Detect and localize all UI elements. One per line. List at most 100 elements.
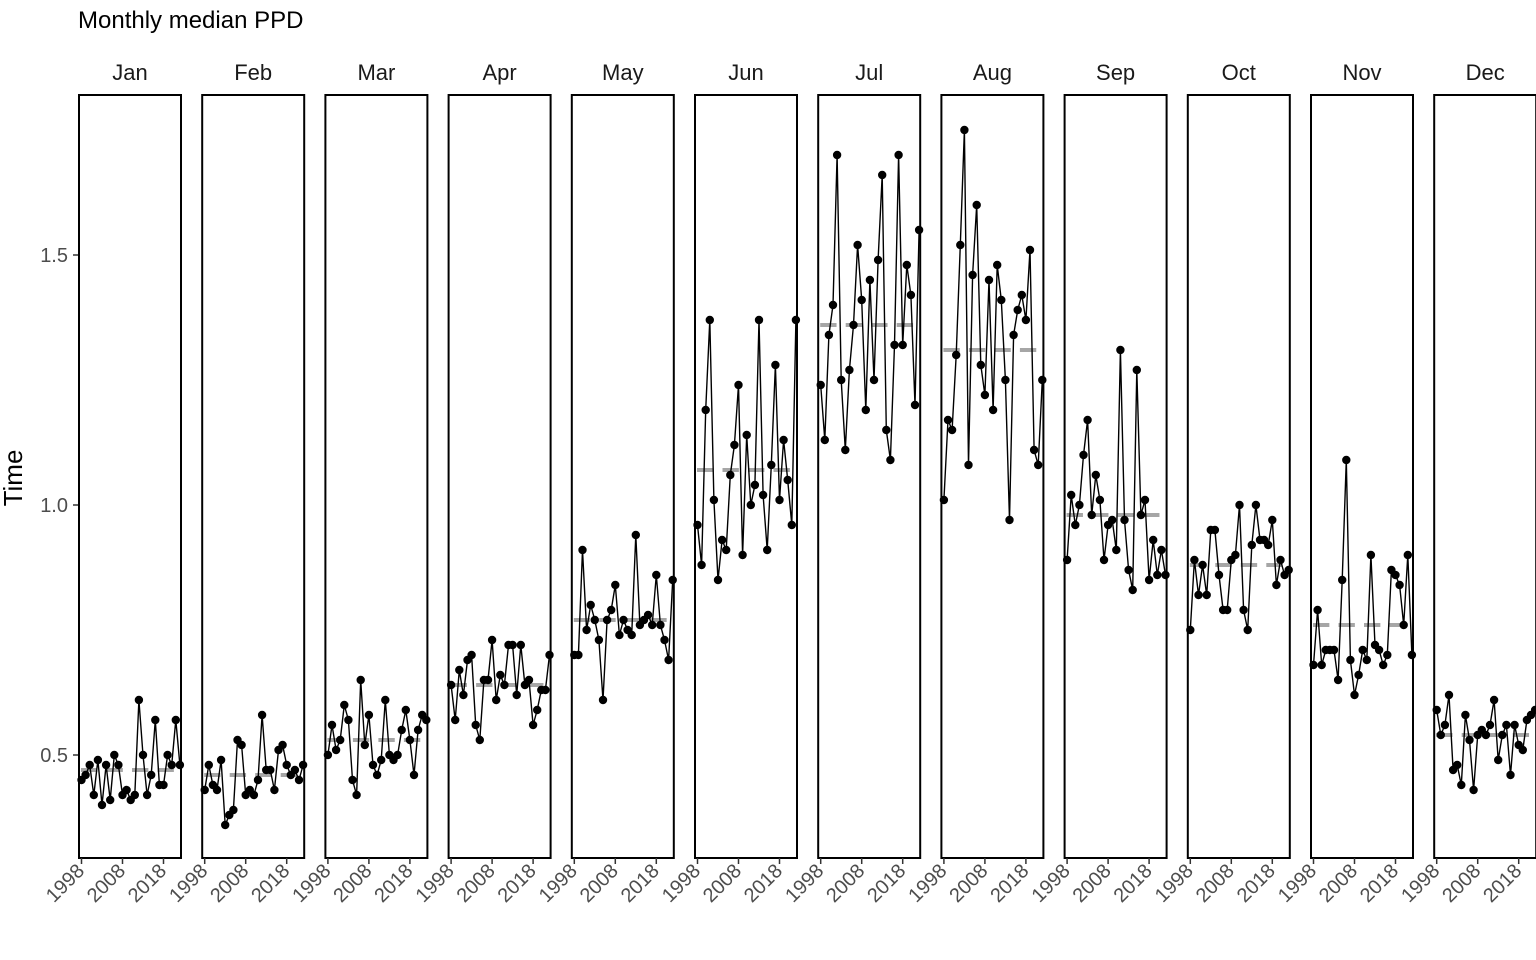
x-tick-label: 2008: [1315, 860, 1362, 907]
x-tick-label: 2018: [370, 860, 417, 907]
x-tick-label: 2008: [1192, 860, 1239, 907]
data-point: [988, 405, 998, 415]
x-tick-label: 1998: [781, 860, 828, 907]
data-point: [368, 760, 378, 770]
data-point: [487, 635, 497, 645]
data-point: [1469, 785, 1478, 795]
x-tick-label: 2018: [1110, 860, 1157, 907]
data-point: [298, 760, 308, 770]
data-point: [952, 350, 961, 360]
data-point: [1362, 655, 1372, 665]
data-point: [849, 320, 858, 330]
data-point: [742, 430, 751, 440]
x-tick-label: 2008: [329, 860, 376, 907]
x-tick-label: 2008: [699, 860, 746, 907]
data-point: [364, 710, 374, 720]
data-point: [249, 790, 259, 800]
data-point: [820, 435, 829, 445]
data-point: [648, 620, 657, 630]
data-point: [1239, 605, 1248, 615]
data-point: [459, 690, 468, 700]
data-point: [356, 675, 365, 685]
data-point: [746, 500, 755, 510]
data-point: [1374, 645, 1384, 655]
data-point: [81, 770, 90, 780]
data-point: [405, 735, 415, 745]
data-point: [167, 760, 176, 770]
data-point: [1235, 500, 1244, 510]
data-point: [869, 375, 879, 385]
data-point: [1379, 660, 1388, 670]
data-point: [1366, 550, 1376, 560]
panel-border: [1310, 94, 1414, 859]
data-point: [1095, 495, 1105, 505]
data-point: [976, 360, 985, 370]
data-point: [1231, 550, 1240, 560]
data-point: [85, 760, 94, 770]
data-point: [323, 750, 333, 760]
data-point: [775, 495, 784, 505]
data-point: [832, 150, 842, 160]
x-tick-label: 1998: [658, 860, 705, 907]
data-point: [212, 785, 222, 795]
x-tick-label: 1998: [288, 860, 335, 907]
data-point: [352, 790, 361, 800]
data-point: [878, 170, 887, 180]
data-point: [783, 475, 792, 485]
chart-title: Monthly median PPD: [78, 7, 303, 34]
x-tick-label: 2018: [617, 860, 664, 907]
data-point: [130, 790, 139, 800]
data-point: [668, 575, 677, 585]
data-point: [767, 460, 776, 470]
data-point: [1017, 290, 1026, 300]
data-point: [159, 780, 168, 790]
data-point: [327, 720, 337, 730]
data-point: [1358, 645, 1367, 655]
data-point: [257, 710, 267, 720]
data-point: [106, 795, 115, 805]
data-point: [1112, 545, 1121, 555]
data-point: [1436, 730, 1446, 740]
x-tick-label: 1998: [535, 860, 582, 907]
data-point: [1403, 550, 1413, 560]
y-axis-label: Time: [0, 450, 28, 507]
data-point: [779, 435, 788, 445]
data-point: [500, 680, 509, 690]
data-point: [1190, 555, 1199, 565]
data-point: [1272, 580, 1281, 590]
data-point: [894, 150, 903, 160]
x-tick-label: 1998: [1274, 860, 1321, 907]
data-point: [627, 630, 636, 640]
data-point: [237, 740, 246, 750]
data-point: [1243, 625, 1252, 635]
data-point: [1083, 415, 1092, 425]
data-point: [865, 275, 875, 285]
data-point: [837, 375, 846, 385]
data-point: [828, 300, 838, 310]
data-point: [270, 785, 279, 795]
y-tick-label: 1.0: [40, 495, 68, 517]
data-point: [114, 760, 123, 770]
data-point: [377, 755, 386, 765]
data-point: [960, 125, 969, 135]
data-point: [545, 650, 554, 660]
data-point: [331, 745, 341, 755]
x-tick-label: 2018: [986, 860, 1033, 907]
data-point: [1001, 375, 1010, 385]
data-point: [853, 240, 862, 250]
data-point: [1268, 515, 1277, 525]
data-point: [541, 685, 550, 695]
data-point: [200, 785, 209, 795]
data-point: [344, 715, 353, 725]
data-point: [413, 725, 423, 735]
data-point: [1284, 565, 1293, 575]
data-point: [1518, 745, 1528, 755]
data-point: [997, 295, 1006, 305]
x-tick-label: 2018: [1233, 860, 1280, 907]
data-point: [1333, 675, 1343, 685]
data-point: [496, 670, 505, 680]
data-point: [1346, 655, 1355, 665]
x-tick-label: 2008: [822, 860, 869, 907]
